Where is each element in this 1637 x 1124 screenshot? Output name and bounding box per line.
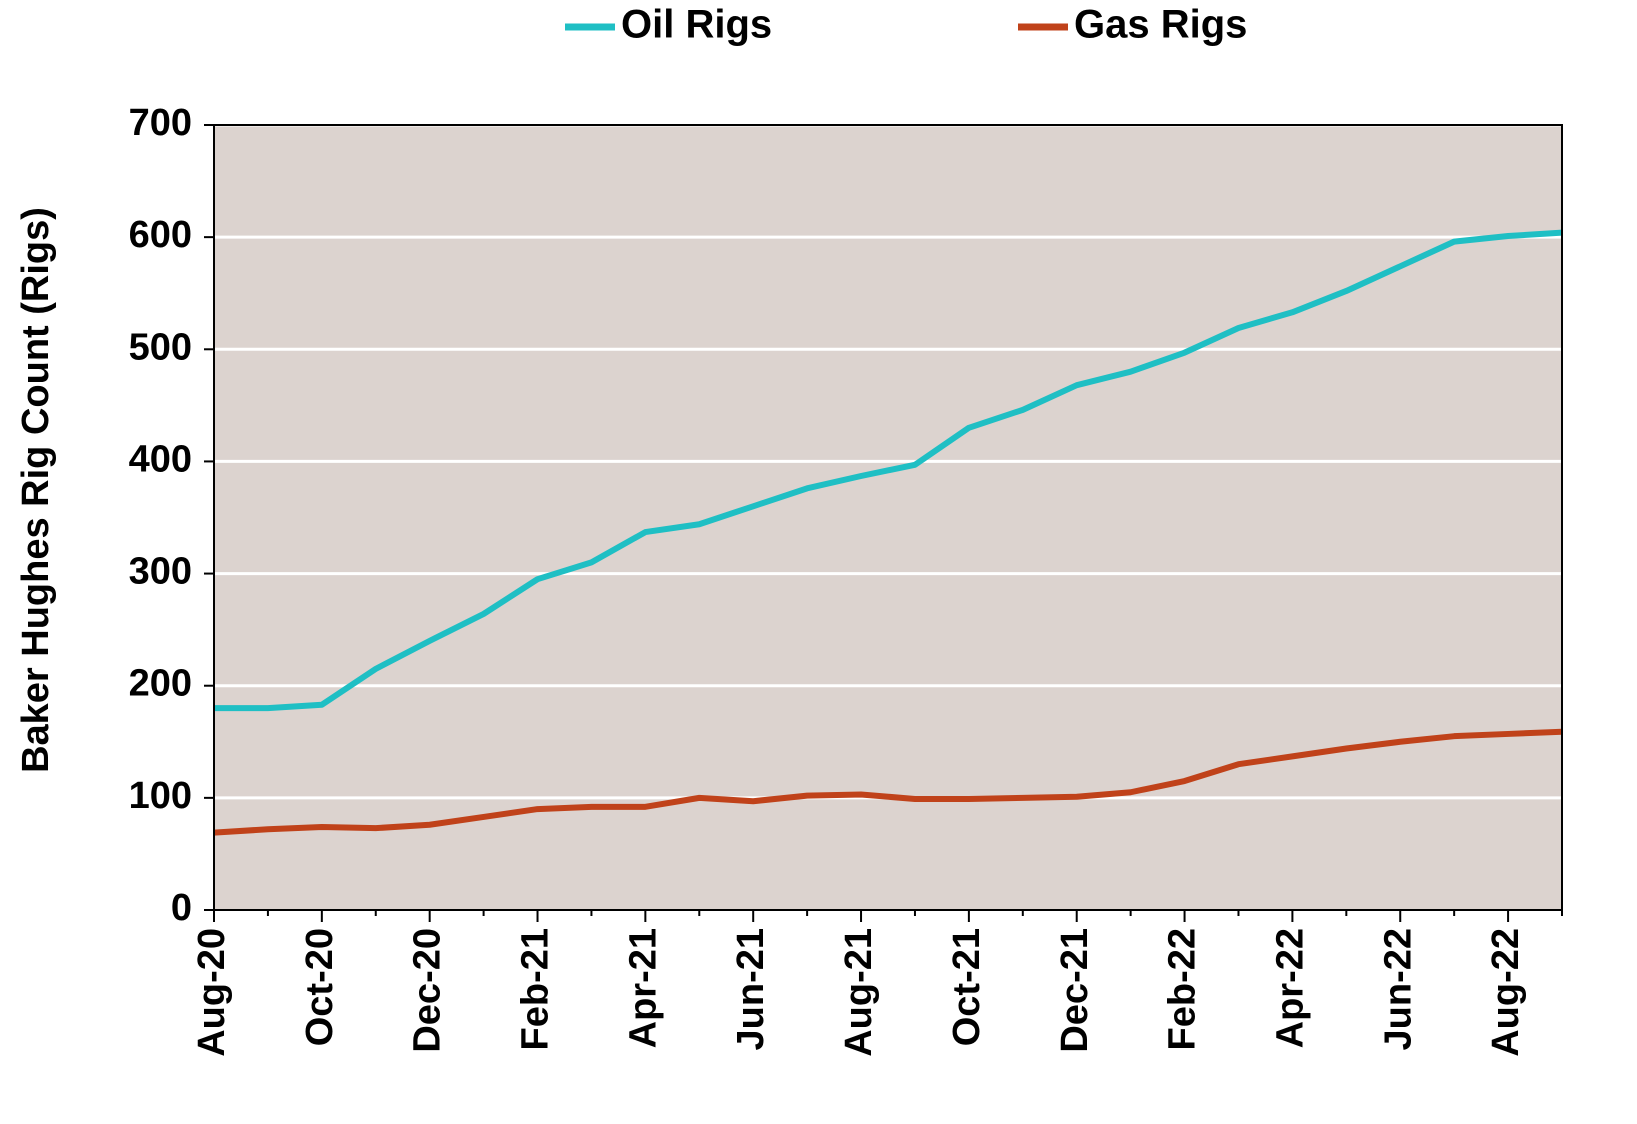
- x-tick-label: Dec-20: [407, 928, 449, 1053]
- legend-label: Oil Rigs: [621, 3, 772, 47]
- x-tick-label: Apr-21: [622, 928, 664, 1048]
- plot-border: [213, 124, 1563, 911]
- y-tick-label: 700: [129, 102, 192, 144]
- x-tick-label: Jun-22: [1377, 928, 1419, 1050]
- x-tick-label: Feb-22: [1162, 928, 1204, 1050]
- x-tick-label: Aug-21: [838, 928, 880, 1057]
- y-tick-label: 600: [129, 214, 192, 256]
- x-tick-label: Apr-22: [1269, 928, 1311, 1048]
- x-tick-label: Dec-21: [1054, 928, 1096, 1053]
- x-tick-label: Aug-20: [191, 928, 233, 1057]
- x-tick-label: Oct-21: [946, 928, 988, 1046]
- y-tick-label: 300: [129, 551, 192, 593]
- x-tick-label: Oct-20: [299, 928, 341, 1046]
- y-axis-label: Baker Hughes Rig Count (Rigs): [15, 207, 57, 773]
- x-tick-label: Feb-21: [515, 928, 557, 1050]
- y-tick-label: 500: [129, 326, 192, 368]
- y-tick-label: 0: [171, 887, 192, 929]
- x-tick-label: Jun-21: [730, 928, 772, 1050]
- y-tick-label: 400: [129, 438, 192, 480]
- y-tick-label: 100: [129, 775, 192, 817]
- x-tick-label: Aug-22: [1485, 928, 1527, 1057]
- series-line: [214, 229, 1563, 712]
- plot-area: [214, 125, 1562, 910]
- series-line: [213, 728, 1563, 836]
- legend-label: Gas Rigs: [1074, 3, 1247, 47]
- y-tick-label: 200: [129, 663, 192, 705]
